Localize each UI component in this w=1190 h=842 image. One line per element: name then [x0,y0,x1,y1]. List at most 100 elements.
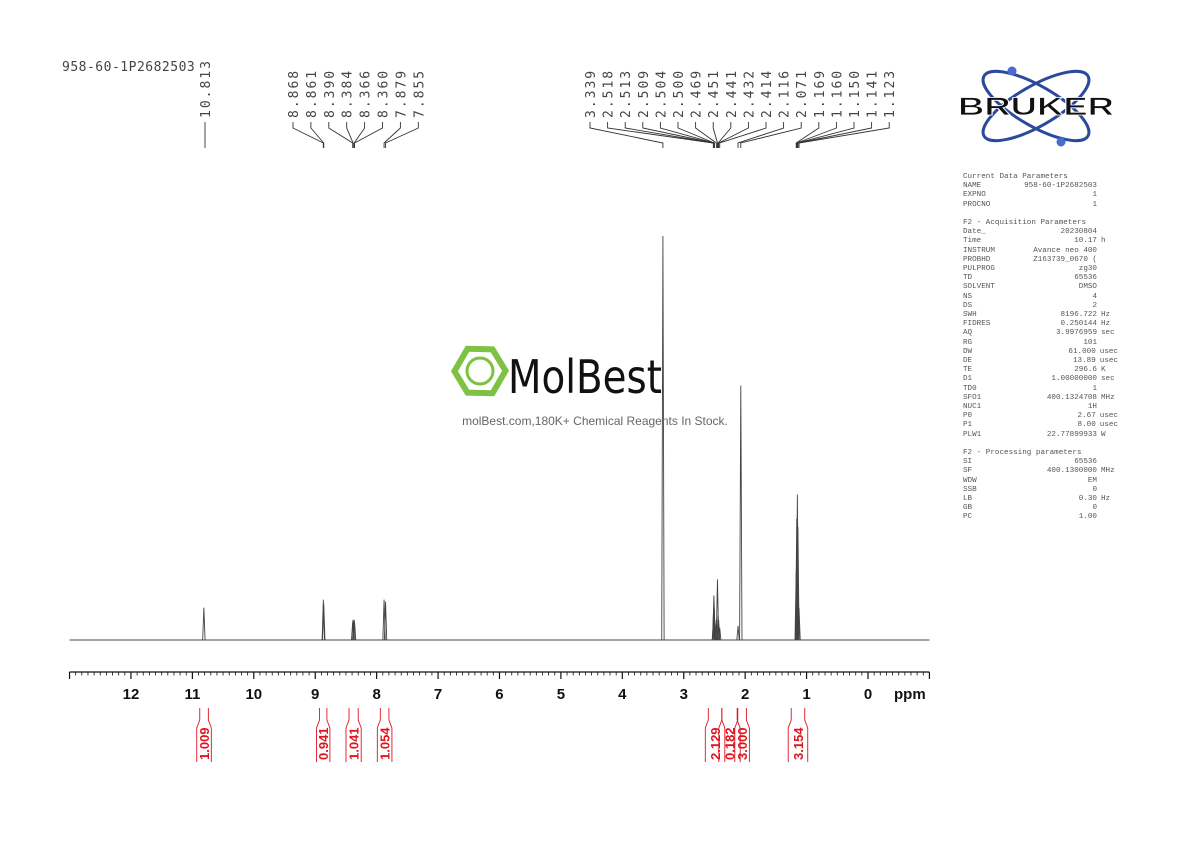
parameter-row: SI 65536 [963,458,1118,467]
section-title: F2 - Acquisition Parameters [963,219,1087,227]
peak-label: 8.384 [341,69,356,118]
parameter-value: 2.67 [1077,412,1096,421]
parameter-name: WDW [963,476,977,485]
peak-label-connector [383,122,401,148]
tick-label: 0 [864,686,872,703]
parameter-name: DE [963,357,973,366]
parameter-name: DW [963,347,973,356]
parameter-unit [1097,293,1101,302]
parameter-row: SFO1 400.1324708 MHz [963,394,1118,403]
parameter-name: TE [963,366,973,375]
ppm-axis: 12 11 10 9 8 7 6 5 4 3 2 1 0 [68,671,931,703]
parameter-unit: usec [1099,347,1118,356]
parameter-row: DW 61.000 usec [963,348,1118,357]
parameter-unit [1097,274,1101,283]
parameter-name: NUC1 [963,403,982,412]
peak-label: 10.813 [199,59,214,118]
parameter-value: 22.77899933 [1046,430,1097,439]
parameter-name: SF [963,467,973,476]
integral-value: 1.009 [197,727,212,760]
parameter-row: TD0 1 [963,385,1118,394]
peak-label: 2.414 [760,69,775,118]
peak-label: 2.116 [778,69,793,118]
peak-label: 2.071 [795,69,810,118]
parameter-section: Current Data Parameters NAME 958-60-1P2682… [963,173,1118,210]
peak-label: 1.160 [830,69,845,118]
peak-label: 2.469 [690,69,705,118]
peak-label-connector [346,122,354,148]
parameter-row: DE 13.89 usec [963,357,1118,366]
peak-label: 2.432 [742,69,757,118]
tick-label: 4 [618,686,627,703]
parameter-value: 4 [1092,292,1097,301]
parameter-name: SI [963,458,973,467]
parameter-name: PC [963,513,973,522]
peak-label: 1.169 [813,69,828,118]
parameter-name: RG [963,338,973,347]
parameter-value: zg30 [1078,265,1097,274]
peak-label-connector [328,122,354,148]
parameter-row: D1 1.00000000 sec [963,375,1118,384]
parameter-value: 1 [1092,200,1097,209]
peak-label: 2.509 [637,69,652,118]
parameter-section: F2 - Acquisition Parameters Date_ 20230804… [963,219,1118,440]
parameter-row: P0 2.67 usec [963,412,1118,421]
parameter-row: NS 4 [963,293,1118,302]
parameter-unit [1097,191,1101,200]
peak-label-connector [719,122,767,148]
peak-label-connector [717,122,732,148]
integral-value: 0.941 [316,727,331,760]
parameter-name: Time [963,237,982,246]
axis-label: ppm [894,686,926,703]
parameter-name: LB [963,495,973,504]
parameter-row: TE 296.6 K [963,366,1118,375]
peak-label: 2.518 [602,69,617,118]
parameter-value: 400.1324708 [1046,393,1097,402]
parameter-row: TD 65536 [963,274,1118,283]
parameter-unit [1097,504,1101,513]
peak-label-connector [695,122,717,148]
parameter-value: 0.250144 [1060,320,1097,329]
parameter-row: NAME 958-60-1P2682503 [963,182,1118,191]
parameter-name: PLW1 [963,430,982,439]
parameter-unit: usec [1099,421,1118,430]
parameter-unit [1097,182,1101,191]
spectrum-peak [322,603,326,641]
peak-label-connector [677,122,715,148]
peak-label: 1.123 [883,69,898,118]
parameter-unit [1097,513,1101,522]
spectrum [69,235,930,641]
parameter-value: 8.00 [1077,421,1096,430]
parameter-unit [1097,228,1101,237]
parameter-unit [1097,339,1101,348]
peak-label-connector [740,122,802,148]
tick-label: 6 [495,686,503,703]
parameter-row: WDW EM [963,477,1118,486]
peak-label-connector [624,122,715,148]
parameter-name: P1 [963,421,973,430]
peak-label: 8.861 [305,69,320,118]
peak-label-connector [797,122,873,148]
section-title: F2 - Processing parameters [963,449,1082,458]
spectrum-peak [383,601,388,641]
parameter-unit [1097,201,1101,210]
parameter-unit [1097,247,1101,256]
tick-label: 12 [123,686,140,703]
parameter-unit: h [1101,237,1106,246]
parameter-unit: sec [1101,375,1115,384]
parameter-name: D1 [963,375,973,384]
peak-label: 2.451 [707,69,722,118]
parameter-value: EM [1087,476,1097,485]
parameter-value: 65536 [1074,458,1097,467]
parameter-unit [1097,458,1101,467]
parameter-row: GB 0 [963,504,1118,513]
parameter-name: TD [963,274,973,283]
tick-label: 5 [557,686,565,703]
parameter-row: RG 101 [963,339,1118,348]
brand-text: MolBest [508,350,662,404]
parameter-row: INSTRUM Avance neo 400 [963,247,1118,256]
parameter-value: 0 [1092,485,1097,494]
parameter-row: SSB 0 [963,486,1118,495]
parameter-name: SWH [963,311,977,320]
